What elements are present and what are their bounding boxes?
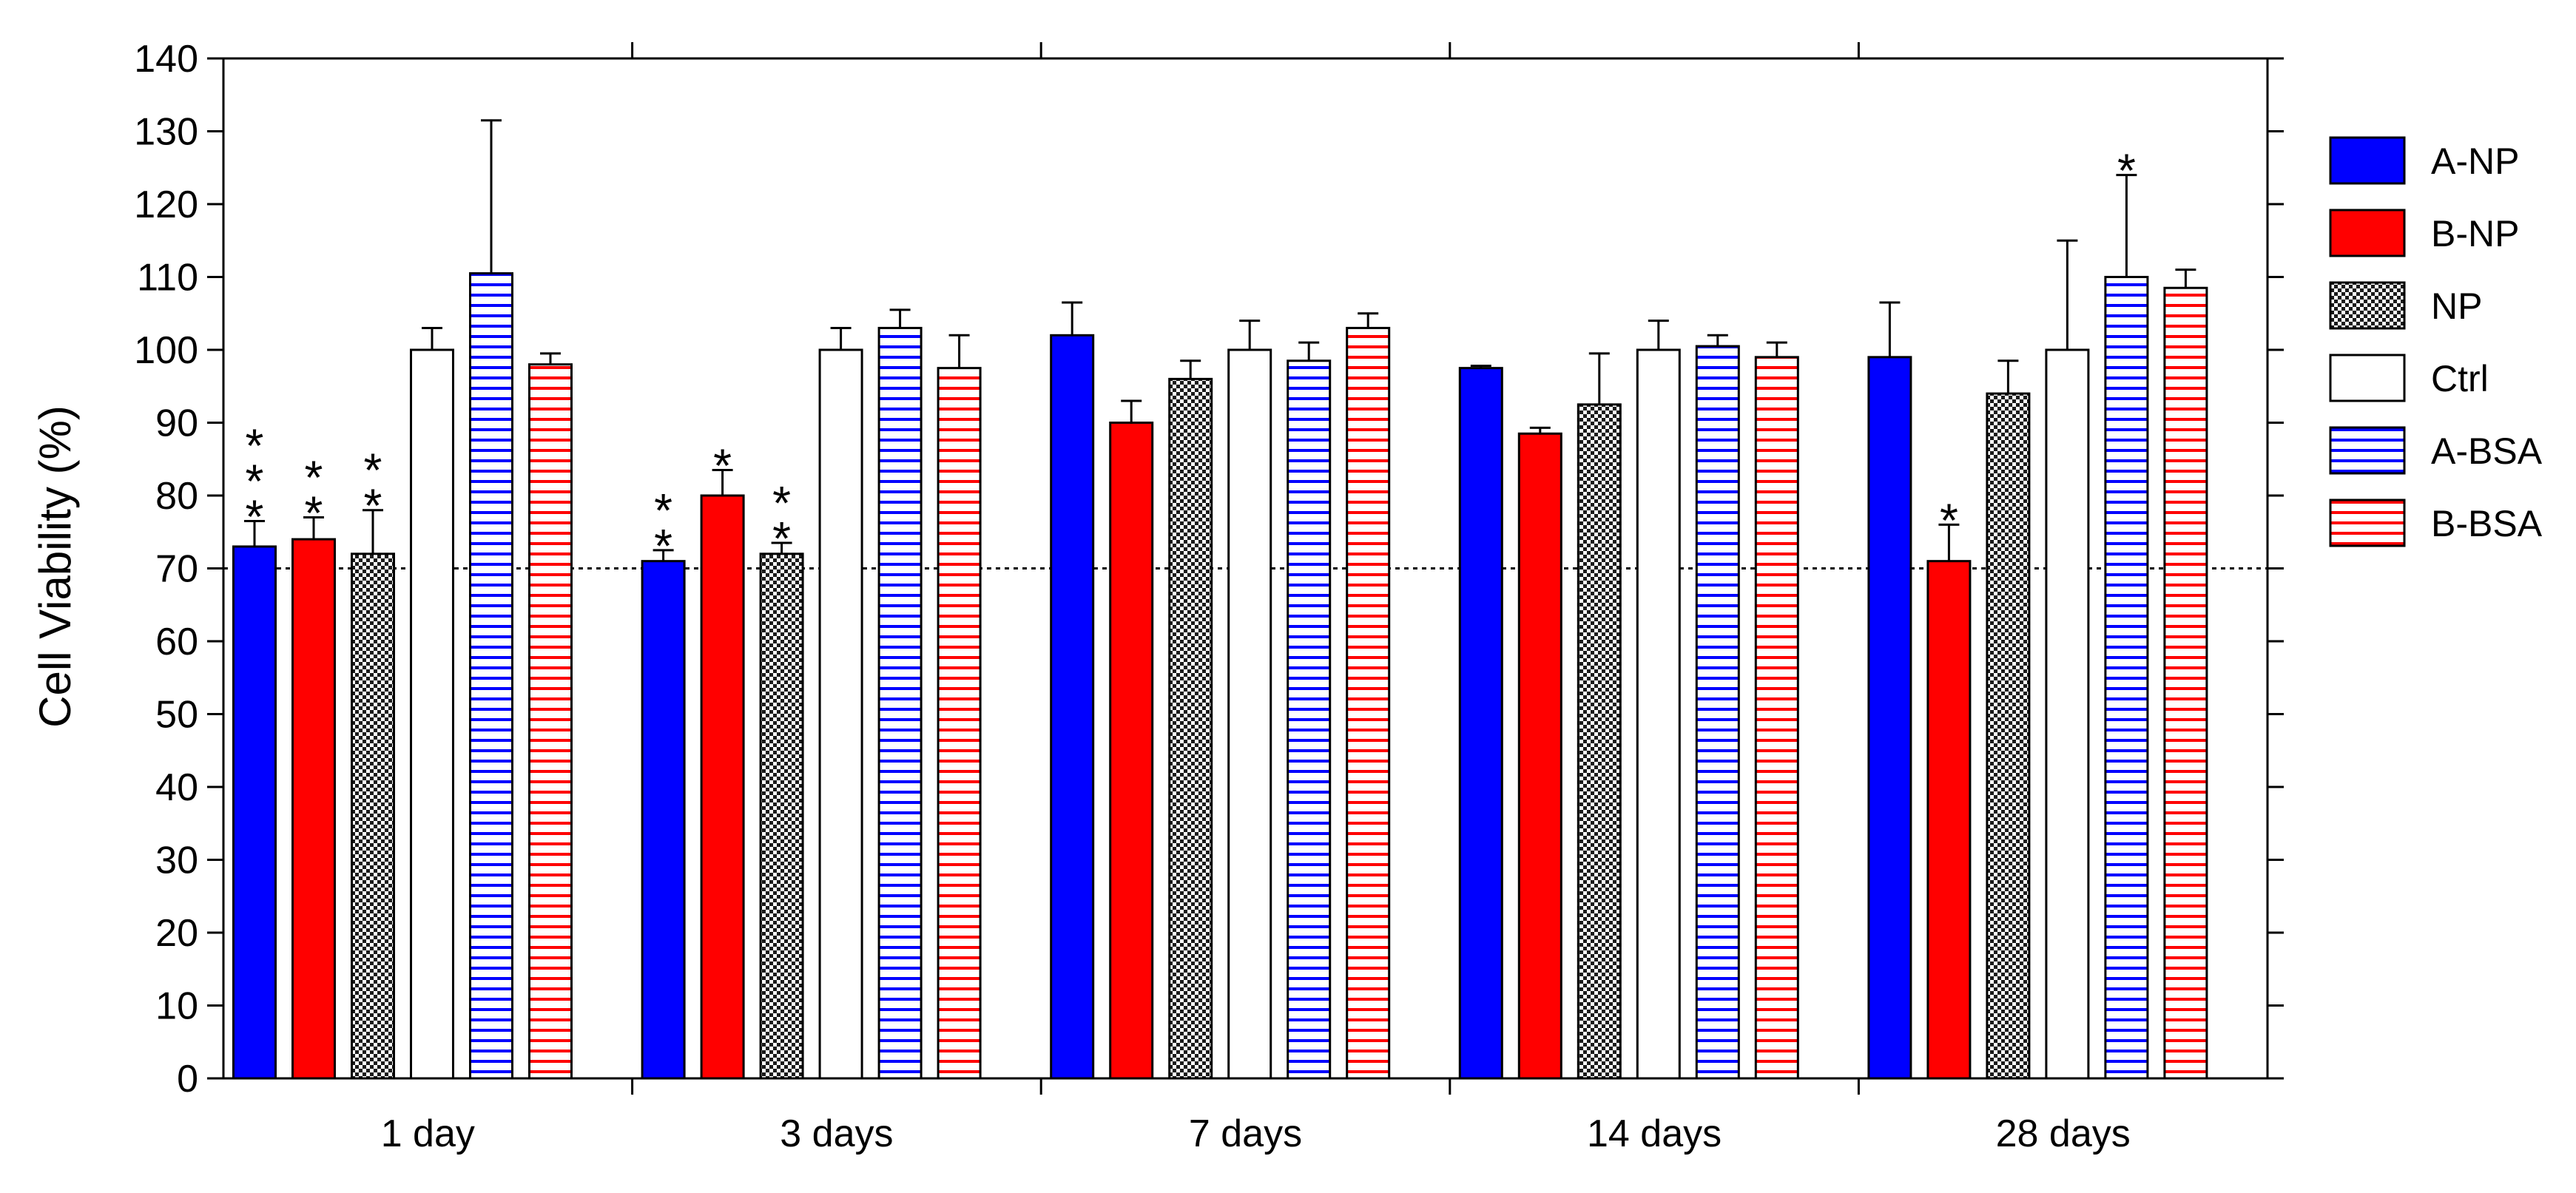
legend-label: A-BSA	[2431, 430, 2543, 472]
y-tick-label: 100	[134, 329, 198, 372]
significance-star: *	[654, 484, 672, 537]
y-tick-label: 60	[155, 621, 198, 663]
significance-star: *	[1940, 493, 1958, 547]
legend-label: A-NP	[2431, 141, 2519, 182]
legend-swatch	[2329, 426, 2406, 475]
significance-star: *	[364, 479, 382, 533]
legend-label: Ctrl	[2431, 358, 2489, 399]
bar	[1867, 356, 1912, 1080]
significance-star: *	[246, 419, 264, 472]
x-category-label: 28 days	[1996, 1112, 2131, 1155]
legend-swatch	[2329, 209, 2406, 257]
y-tick-label: 30	[155, 839, 198, 882]
legend-swatch	[2329, 136, 2406, 185]
x-category-label: 1 day	[381, 1112, 475, 1155]
bar	[2163, 286, 2208, 1080]
legend-swatch	[2329, 354, 2406, 402]
bar	[2104, 276, 2149, 1080]
significance-star: *	[305, 487, 323, 540]
y-tick-label: 40	[155, 766, 198, 809]
legend-label: NP	[2431, 285, 2482, 327]
bar-groups: ******* ***** **	[232, 119, 2208, 1080]
bar	[1986, 392, 2031, 1080]
y-tick-label: 10	[155, 985, 198, 1028]
bar	[1287, 359, 1332, 1080]
bar	[1458, 367, 1503, 1080]
y-tick-label: 90	[155, 402, 198, 445]
bar	[1577, 403, 1622, 1080]
bar	[937, 367, 982, 1080]
significance-star: *	[364, 444, 382, 497]
y-tick-label: 50	[155, 694, 198, 737]
bar	[410, 348, 454, 1080]
significance-star: *	[713, 439, 732, 493]
significance-star: *	[772, 476, 791, 530]
bar	[1926, 560, 1972, 1080]
chart-frame: 0 10 20 30 40 50 60 70 80 90 100 110 120 130 140 1 day 3…	[134, 38, 2284, 1155]
bar	[1754, 356, 1799, 1080]
significance-star: *	[654, 519, 672, 572]
bar	[2045, 348, 2090, 1080]
bar	[1050, 334, 1095, 1080]
bar	[528, 363, 573, 1080]
significance-star: *	[246, 490, 264, 543]
bar	[291, 538, 336, 1080]
y-tick-label: 140	[134, 38, 198, 81]
legend-label: B-BSA	[2431, 503, 2543, 544]
y-tick-label: 70	[155, 548, 198, 591]
bar	[1168, 377, 1213, 1080]
y-axis-title: Cell Viability (%)	[30, 405, 80, 728]
y-tick-label: 20	[155, 912, 198, 955]
significance-star: *	[772, 512, 791, 565]
bar	[641, 560, 686, 1080]
bar	[1346, 326, 1391, 1080]
legend-swatch	[2329, 281, 2406, 330]
legend-label: B-NP	[2431, 213, 2519, 254]
bar	[1517, 432, 1562, 1080]
bar	[759, 552, 804, 1080]
significance-star: *	[246, 454, 264, 507]
y-tick-label: 110	[137, 257, 198, 300]
significance-star: *	[305, 451, 323, 504]
x-category-label: 7 days	[1189, 1112, 1302, 1155]
bar	[877, 326, 923, 1080]
significance-star: *	[2117, 144, 2136, 197]
bar	[1636, 348, 1681, 1080]
bar	[1695, 345, 1740, 1080]
x-category-label: 14 days	[1587, 1112, 1722, 1155]
bar	[700, 494, 745, 1080]
legend: A-NP B-NP NP Ctrl A-BSA B-BSA	[2329, 136, 2543, 547]
y-tick-label: 130	[134, 111, 198, 154]
legend-swatch	[2329, 499, 2406, 547]
y-tick-label: 80	[155, 475, 198, 518]
y-tick-label: 0	[177, 1058, 198, 1101]
y-tick-label: 120	[134, 183, 198, 226]
bar	[818, 348, 863, 1080]
x-category-label: 3 days	[780, 1112, 893, 1155]
bar	[1109, 422, 1154, 1080]
bar	[1227, 348, 1272, 1080]
bar	[469, 272, 513, 1080]
bar	[232, 545, 277, 1080]
bar	[351, 552, 395, 1080]
